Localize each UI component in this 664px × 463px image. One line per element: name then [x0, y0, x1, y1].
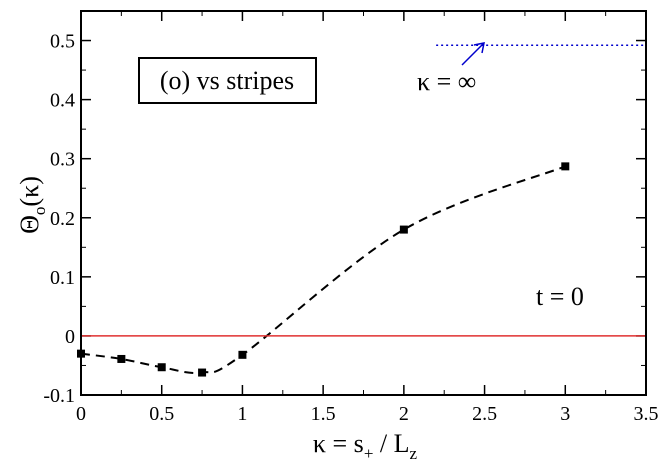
- kappa-inf-arrow: [461, 43, 484, 66]
- x-tick-label: 1.5: [311, 403, 336, 425]
- kappa-inf-arrow-head: [473, 42, 485, 54]
- y-tick-label: 0: [65, 326, 75, 348]
- x-tick-label: 0.5: [149, 403, 174, 425]
- y-axis-title: Θo(κ): [15, 176, 49, 234]
- y-tick-label: -0.1: [43, 385, 75, 407]
- y-tick-label: 0.4: [50, 90, 75, 112]
- y-title-sub: o: [30, 207, 49, 216]
- x-tick-label: 1: [237, 403, 247, 425]
- legend-box: [138, 57, 317, 104]
- data-point: [399, 225, 408, 234]
- data-point: [157, 363, 166, 372]
- data-point: [198, 368, 207, 377]
- y-tick-label: 0.3: [50, 149, 75, 171]
- y-tick-label: 0.5: [50, 31, 75, 53]
- data-point: [238, 350, 247, 359]
- y-tick-label: 0.2: [50, 208, 75, 230]
- x-tick-label: 3.5: [634, 403, 659, 425]
- x-title-mid: / L: [373, 429, 409, 458]
- t-label: t = 0: [536, 282, 584, 311]
- x-tick-label: 2: [399, 403, 409, 425]
- plot-frame: [80, 10, 647, 396]
- y-title-tail: (κ): [15, 176, 44, 206]
- y-tick-label: 0.1: [50, 267, 75, 289]
- series-line-0: [80, 165, 566, 375]
- data-point: [117, 354, 126, 363]
- axis-ticks: 0 0.5 1 1.5 2 2.5 3 3.5-0.100.10.20.30.40.5: [43, 10, 659, 425]
- x-title-sub2: z: [410, 444, 418, 463]
- x-title-base: κ = s: [313, 429, 364, 458]
- x-title-sub1: +: [364, 444, 374, 463]
- kappa-inf-label: κ = ∞: [417, 67, 476, 96]
- data-point: [561, 162, 570, 171]
- x-axis-title: κ = s+ / Lz: [313, 429, 418, 463]
- x-tick-label: 3: [560, 403, 570, 425]
- legend-box-label: (o) vs stripes: [160, 66, 294, 95]
- x-tick-label: 0: [76, 403, 86, 425]
- series-layer: [77, 44, 646, 377]
- x-tick-label: 2.5: [472, 403, 497, 425]
- y-title-base: Θ: [15, 215, 44, 234]
